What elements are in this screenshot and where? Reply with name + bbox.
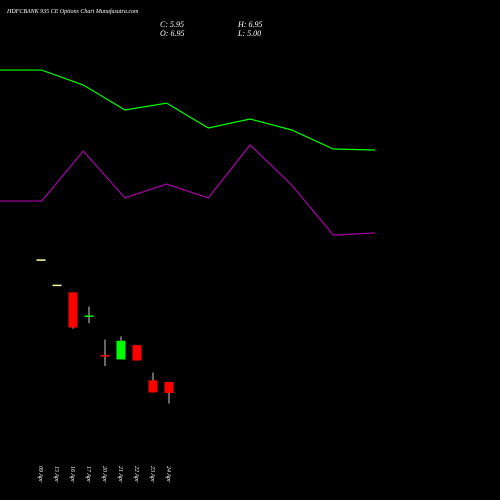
candle-body (132, 345, 142, 361)
x-tick-label: 15 Apr (53, 466, 59, 483)
x-tick-label: 21 Apr (117, 466, 123, 483)
stat: H: 6.95 (237, 20, 262, 29)
indicator-line (0, 69, 376, 151)
indicator-line (0, 144, 376, 236)
stat: C: 5.95 (160, 20, 184, 29)
x-tick-label: 23 Apr (149, 466, 155, 483)
candle-body (100, 355, 110, 357)
candle-body (148, 380, 158, 393)
candle-body (52, 284, 62, 287)
stat: O: 6.95 (160, 29, 184, 38)
candle-body (36, 259, 46, 261)
stat: L: 5.00 (237, 29, 261, 38)
x-tick-label: 22 Apr (133, 466, 139, 483)
chart-title: HDFCBANK 935 CE Options Chart Munafasutr… (6, 8, 139, 15)
x-tick-label: 17 Apr (85, 466, 91, 483)
candle-body (116, 340, 126, 360)
candle-body (84, 315, 94, 317)
x-tick-label: 16 Apr (69, 466, 75, 483)
x-tick-label: 24 Apr (165, 466, 172, 483)
x-tick-label: 09 Apr (37, 466, 43, 483)
candle-body (164, 382, 174, 393)
x-tick-label: 20 Apr (101, 466, 107, 483)
candle-body (68, 292, 78, 328)
